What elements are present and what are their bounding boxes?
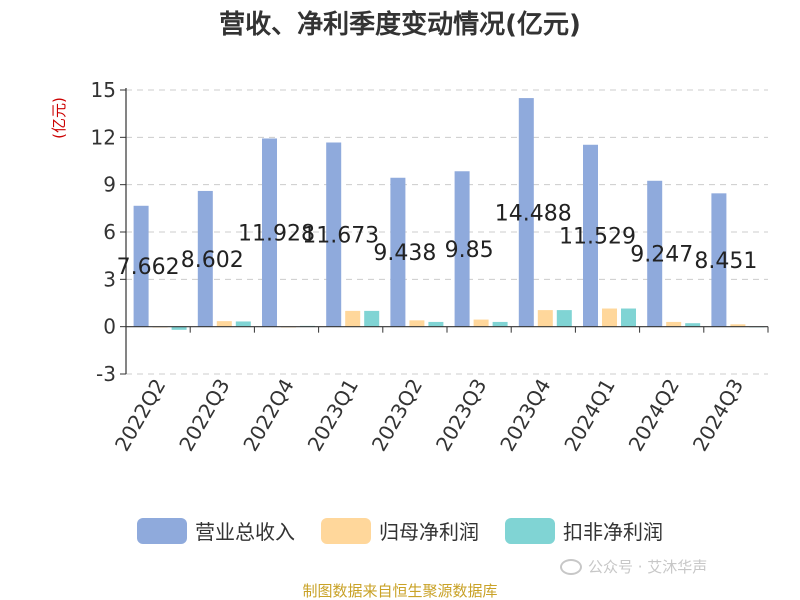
legend: 营业总收入 归母净利润 扣非净利润 (0, 516, 800, 545)
bar-归母净利润-2024Q3[interactable] (730, 324, 746, 327)
wechat-icon (560, 558, 582, 575)
bar-扣非净利润-2023Q2[interactable] (428, 321, 444, 327)
bar-营业总收入-2023Q4[interactable] (518, 98, 534, 327)
data-label-revenue: 11.673 (302, 224, 379, 249)
y-tick-label: 3 (103, 267, 116, 291)
data-label-revenue: 14.488 (495, 201, 572, 226)
grid-layer (126, 89, 768, 375)
bar-归母净利润-2024Q2[interactable] (666, 321, 682, 327)
y-tick-label: 12 (91, 125, 116, 149)
x-tick-label: 2023Q3 (431, 374, 491, 455)
x-tick-label: 2023Q2 (367, 375, 427, 456)
bar-归母净利润-2023Q2[interactable] (409, 320, 425, 327)
legend-item-net-profit[interactable]: 归母净利润 (321, 516, 479, 545)
legend-swatch-revenue (137, 517, 187, 544)
bar-营业总收入-2022Q2[interactable] (133, 205, 149, 327)
x-tick-label: 2022Q4 (238, 375, 298, 456)
source-note: 制图数据来自恒生聚源数据库 (302, 582, 498, 600)
y-axis-label: (亿元) (50, 97, 68, 139)
bar-营业总收入-2024Q1[interactable] (583, 144, 598, 327)
bar-扣非净利润-2022Q2[interactable] (171, 326, 187, 330)
x-tick-label: 2022Q2 (110, 375, 170, 456)
watermark-text: 公众号 · 艾沐华声 (588, 558, 708, 576)
data-label-revenue: 9.247 (630, 243, 693, 268)
x-tick-label: 2024Q3 (688, 375, 748, 456)
bar-扣非净利润-2023Q4[interactable] (556, 310, 572, 327)
chart-title: 营收、净利季度变动情况(亿元) (219, 10, 581, 40)
bar-营业总收入-2023Q3[interactable] (454, 171, 470, 327)
data-label-revenue: 8.602 (181, 248, 244, 273)
bar-营业总收入-2023Q1[interactable] (326, 142, 342, 327)
bar-归母净利润-2022Q3[interactable] (216, 321, 232, 327)
y-tick-label: 15 (91, 78, 116, 102)
y-tick-label: 9 (103, 173, 116, 197)
bar-归母净利润-2023Q3[interactable] (473, 319, 489, 327)
watermark: 公众号 · 艾沐华声 (560, 556, 795, 577)
bar-归母净利润-2023Q1[interactable] (345, 310, 361, 327)
data-label-revenue: 9.85 (445, 238, 494, 263)
data-label-revenue: 11.529 (559, 225, 636, 250)
x-tick-label: 2022Q3 (174, 375, 234, 456)
bar-扣非净利润-2024Q1[interactable] (621, 308, 636, 327)
data-label-revenue: 9.438 (373, 241, 436, 266)
bar-扣非净利润-2022Q3[interactable] (235, 321, 251, 327)
bar-layer (133, 98, 765, 330)
y-tick-label: -3 (96, 362, 116, 386)
bar-归母净利润-2024Q1[interactable] (602, 308, 617, 327)
data-label-revenue: 7.662 (117, 255, 180, 280)
bar-营业总收入-2022Q4[interactable] (262, 138, 277, 327)
x-tick-label: 2023Q1 (303, 375, 363, 456)
legend-label-net-profit: 归母净利润 (379, 520, 479, 544)
data-label-revenue: 11.928 (238, 222, 315, 247)
legend-item-revenue[interactable]: 营业总收入 (137, 516, 295, 545)
data-label-revenue: 8.451 (694, 249, 757, 274)
bar-归母净利润-2023Q4[interactable] (537, 310, 553, 327)
legend-item-deducted-profit[interactable]: 扣非净利润 (505, 516, 663, 545)
bar-扣非净利润-2023Q1[interactable] (364, 310, 380, 327)
legend-label-deducted-profit: 扣非净利润 (563, 520, 663, 544)
bar-营业总收入-2022Q3[interactable] (197, 190, 213, 327)
legend-swatch-net-profit (321, 517, 371, 544)
bar-扣非净利润-2023Q3[interactable] (492, 321, 508, 327)
bar-扣非净利润-2024Q2[interactable] (685, 323, 701, 327)
bar-营业总收入-2024Q2[interactable] (647, 180, 663, 327)
y-tick-label: 6 (103, 220, 116, 244)
x-tick-label: 2024Q1 (559, 375, 619, 456)
y-tick-label: 0 (103, 315, 116, 339)
x-tick-label: 2023Q4 (495, 375, 555, 456)
legend-swatch-deducted-profit (505, 517, 555, 544)
bar-营业总收入-2023Q2[interactable] (390, 177, 406, 327)
x-tick-label: 2024Q2 (624, 375, 684, 456)
legend-label-revenue: 营业总收入 (195, 520, 295, 544)
bar-营业总收入-2024Q3[interactable] (711, 193, 727, 327)
